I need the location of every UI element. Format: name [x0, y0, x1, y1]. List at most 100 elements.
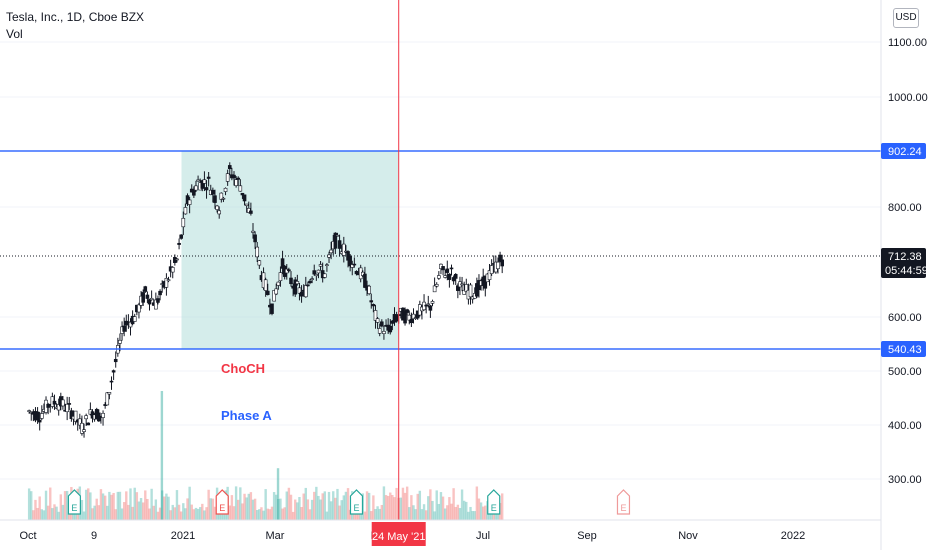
candle-body [430, 301, 435, 304]
candle [496, 257, 500, 274]
candle [329, 241, 333, 260]
candle [441, 266, 445, 276]
candle [337, 234, 342, 257]
candle-body [456, 285, 460, 291]
candle [236, 176, 241, 186]
candle [367, 284, 371, 296]
volume-bar [363, 511, 367, 520]
candle-body [166, 279, 171, 282]
candle [426, 295, 431, 308]
volume-bar [315, 486, 318, 520]
candle [382, 325, 386, 340]
volume-bar [399, 497, 403, 520]
volume-bar [154, 499, 158, 520]
volume-bar [416, 493, 419, 520]
candle [468, 282, 473, 305]
candle [335, 232, 340, 237]
candle [314, 273, 319, 281]
symbol-title[interactable]: Tesla, Inc., 1D, Cboe BZX [6, 10, 145, 24]
volume-bar [173, 507, 177, 520]
volume-bar [477, 498, 481, 520]
price-axis[interactable]: 1100.00 1000.00 800.00 600.00 500.00 400.00 30… [880, 0, 928, 550]
volume-bar [40, 509, 44, 520]
candle-body [441, 266, 445, 271]
candle-body [251, 230, 255, 233]
earnings-shape [67, 489, 81, 515]
candle-body [82, 429, 86, 432]
candle-body [86, 422, 91, 426]
date-label-text: 24 May '21 [372, 531, 425, 543]
candle [303, 276, 308, 298]
candle-body [371, 304, 376, 307]
horizontal-levels[interactable] [0, 150, 881, 350]
price-label-box [881, 143, 926, 159]
candle [272, 290, 276, 302]
candle [109, 376, 114, 390]
volume-bar [334, 497, 337, 520]
volume-bar [27, 488, 31, 520]
volume-bar [321, 493, 324, 520]
volume-bar [84, 489, 88, 520]
candle-body [287, 269, 291, 272]
candle [225, 169, 230, 186]
earnings-shape [487, 489, 501, 515]
volume-bar [46, 505, 50, 520]
candle [489, 259, 494, 276]
candle [137, 302, 141, 319]
earnings-icon: E [349, 489, 364, 515]
candle [325, 263, 329, 272]
volume-bar [51, 508, 54, 520]
candle [289, 271, 293, 287]
candle [211, 187, 215, 203]
volume-bar [264, 489, 267, 520]
earnings-icon: E [67, 489, 81, 515]
volume-bar [133, 487, 136, 520]
candle-body [350, 264, 355, 268]
candle-body [221, 197, 226, 200]
volume-label[interactable]: Vol [6, 27, 23, 41]
candle-body [225, 173, 230, 182]
candle [354, 270, 359, 276]
volume-bar [287, 487, 291, 520]
countdown-text: 05:44:59 [885, 265, 928, 277]
volume-bar [279, 498, 282, 520]
volume-bar [150, 488, 153, 520]
candle [333, 232, 338, 255]
volume-bar [196, 508, 200, 520]
volume-bar [89, 492, 92, 520]
volume-bar [118, 491, 122, 520]
volume-bar [391, 494, 394, 520]
candle-body [352, 263, 357, 266]
candle-body [80, 422, 84, 434]
candle-body [348, 255, 352, 267]
candle-body [109, 380, 114, 383]
candle-body [217, 210, 222, 215]
volume-bar [435, 490, 438, 520]
candle-body [84, 415, 88, 420]
volume-bar [462, 500, 466, 520]
volume-bar [386, 495, 390, 520]
candle [498, 251, 502, 263]
candle [69, 407, 74, 422]
volume-bar [156, 511, 160, 520]
volume-bar [198, 507, 202, 520]
currency-button[interactable]: USD [893, 8, 919, 28]
candle-body [373, 310, 378, 321]
volume-bar [393, 497, 396, 520]
candle [111, 369, 116, 380]
candle [424, 304, 428, 314]
candle-body [111, 370, 116, 373]
volume-bar [251, 499, 255, 520]
volume-bar [448, 497, 451, 520]
volume-bar [80, 499, 84, 520]
candle-body [380, 321, 384, 327]
volume-bar [175, 490, 179, 520]
volume-bar [205, 507, 208, 520]
candle [445, 260, 450, 281]
candle [206, 172, 211, 187]
time-axis[interactable]: Oct92021MarMayJulSepNov202224 May '21 [0, 519, 881, 546]
candle [170, 266, 175, 279]
volume-bar [114, 509, 117, 520]
